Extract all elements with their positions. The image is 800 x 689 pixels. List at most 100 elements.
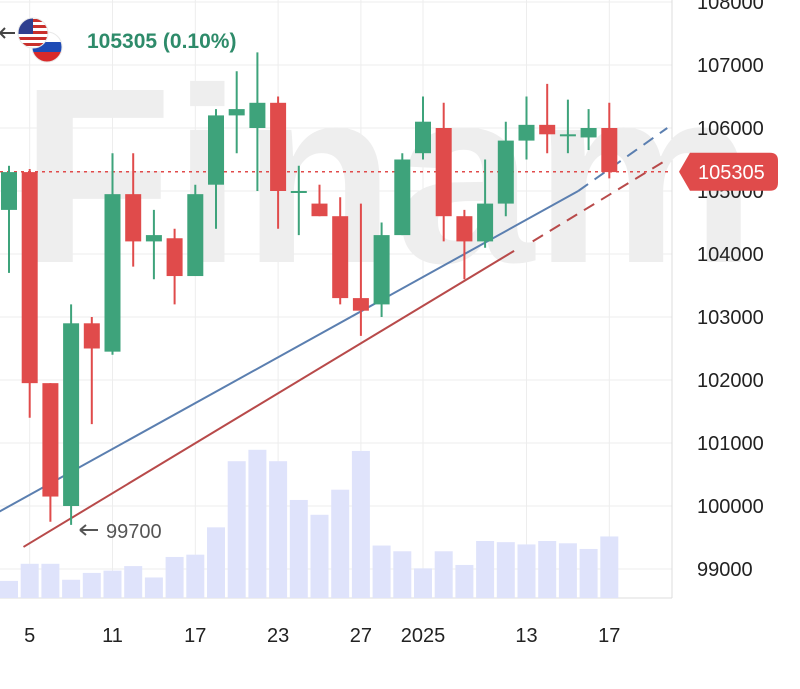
- candle-body-13: [270, 102, 287, 191]
- volume-bar-23: [476, 541, 495, 598]
- candle-body-4: [83, 323, 100, 349]
- trendline-2: [22, 249, 515, 548]
- volume-bar-20: [414, 568, 432, 598]
- volume-bar-3: [62, 579, 81, 598]
- price-tag-text: 105305: [698, 162, 765, 184]
- x-axis: 5 11 17 23 27 2025 13 17: [24, 625, 620, 647]
- left-arrow-icon: [79, 524, 98, 536]
- header-price: 105305 (0.10%): [87, 30, 236, 53]
- candle-26: [539, 83, 556, 154]
- candle-body-7: [145, 235, 162, 242]
- candle-body-24: [497, 140, 514, 204]
- candle-7: [145, 209, 162, 280]
- candle-6: [125, 153, 142, 267]
- volume-bar-15: [310, 514, 329, 598]
- candle-19: [394, 153, 411, 236]
- instrument-header[interactable]: 105305 (0.10%): [0, 17, 236, 64]
- back-arrow-icon[interactable]: [0, 27, 15, 39]
- candle-body-0: [1, 172, 17, 210]
- x-tick-label-5: 2025: [401, 625, 446, 647]
- candle-body-20: [415, 121, 431, 154]
- volume-bar-17: [351, 450, 370, 598]
- x-tick-label-2: 17: [184, 625, 206, 647]
- candle-body-5: [104, 194, 121, 352]
- volume-bar-4: [82, 572, 101, 598]
- candle-1: [21, 168, 38, 418]
- y-tick-label-2: 101000: [697, 433, 764, 455]
- volume-bar-7: [144, 577, 163, 598]
- volume-bar-22: [455, 564, 474, 598]
- candle-body-8: [166, 238, 183, 277]
- candle-25: [518, 96, 535, 160]
- candle-body-18: [373, 235, 390, 305]
- y-tick-label-7: 106000: [697, 118, 764, 140]
- candle-15: [311, 184, 328, 217]
- volume-bar-28: [579, 548, 598, 598]
- candle-13: [270, 96, 287, 229]
- candle-body-10: [208, 115, 224, 185]
- candle-9: [187, 184, 204, 277]
- low-marker: 99700: [79, 521, 162, 543]
- y-tick-label-3: 102000: [697, 370, 764, 392]
- candle-body-15: [311, 203, 328, 217]
- candle-14: [290, 165, 307, 236]
- volume-bar-6: [124, 566, 143, 598]
- candle-body-17: [352, 298, 369, 311]
- candle-body-11: [228, 109, 245, 116]
- y-tick-label-8: 107000: [697, 55, 764, 77]
- candle-8: [166, 228, 183, 305]
- trendline-1: [577, 127, 668, 192]
- candle-27: [559, 99, 576, 154]
- candle-body-29: [601, 128, 618, 173]
- volume-bar-10: [207, 527, 225, 598]
- candle-0: [1, 165, 17, 273]
- price-tag-shape: [679, 152, 778, 191]
- y-tick-label-1: 100000: [697, 496, 764, 518]
- candle-5: [104, 153, 121, 355]
- volume-bar-2: [41, 563, 60, 598]
- candle-body-21: [435, 128, 452, 217]
- volume-bar-0: [0, 580, 18, 598]
- candle-29: [601, 102, 618, 179]
- volume-bar-1: [20, 563, 39, 598]
- candle-body-28: [580, 128, 597, 138]
- candle-body-1: [21, 172, 38, 384]
- volume-bar-27: [558, 543, 577, 598]
- candle-body-9: [187, 194, 204, 277]
- volume-bar-18: [372, 545, 391, 598]
- candle-body-3: [63, 323, 80, 506]
- volume-bar-5: [103, 570, 122, 598]
- volume-bars: [0, 449, 619, 598]
- candle-body-25: [518, 124, 535, 141]
- candle-body-14: [290, 191, 307, 193]
- y-tick-label-0: 99000: [697, 559, 753, 581]
- candle-body-12: [249, 102, 266, 128]
- candle-body-27: [559, 134, 576, 137]
- candle-4: [83, 317, 100, 425]
- trendline-3: [532, 158, 668, 243]
- x-tick-label-7: 17: [598, 625, 620, 647]
- candle-3: [63, 304, 80, 525]
- volume-bar-24: [496, 542, 515, 598]
- us-flag-icon: [17, 17, 49, 49]
- candle-body-6: [125, 194, 142, 242]
- current-price-tag: 105305: [679, 152, 778, 191]
- volume-bar-16: [331, 489, 350, 598]
- volume-bar-12: [248, 449, 267, 598]
- candles: [1, 52, 618, 525]
- candle-23: [477, 159, 494, 248]
- candle-16: [332, 197, 349, 305]
- candle-2: [42, 383, 59, 522]
- volume-bar-13: [269, 461, 288, 598]
- trendlines: [0, 127, 668, 548]
- candle-11: [228, 71, 245, 154]
- candle-body-23: [477, 203, 494, 242]
- volume-bar-21: [434, 551, 453, 598]
- candle-28: [580, 109, 597, 151]
- volume-bar-11: [227, 461, 246, 598]
- volume-bar-14: [289, 499, 308, 598]
- x-tick-label-1: 11: [102, 625, 123, 647]
- candle-22: [456, 209, 473, 280]
- candle-21: [435, 102, 452, 242]
